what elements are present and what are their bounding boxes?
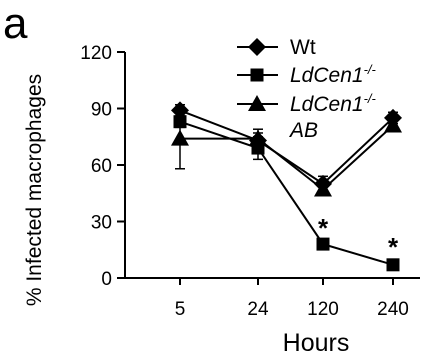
- series-diamond: [171, 101, 402, 193]
- panel-letter: a: [3, 0, 28, 48]
- series-line: [179, 120, 394, 266]
- legend-item: Wt: [237, 36, 316, 59]
- legend: Wt LdCen1-/- LdCen1-/- AB: [237, 36, 377, 142]
- annotations: **: [318, 213, 399, 262]
- x-tick-label: 5: [175, 299, 186, 320]
- series-layer: [171, 101, 402, 272]
- data-point: [249, 129, 267, 146]
- legend-marker: [248, 95, 266, 111]
- legend-marker: [250, 68, 264, 82]
- y-tick-label: 60: [91, 156, 112, 177]
- legend-item: LdCen1-/-: [237, 62, 377, 87]
- data-point: [384, 116, 402, 133]
- legend-marker: [248, 38, 266, 56]
- series-line: [180, 124, 394, 191]
- y-tick-label: 30: [91, 213, 112, 234]
- x-ticks: 5 24 120 240: [175, 278, 409, 320]
- y-tick-label: 0: [101, 269, 112, 290]
- series-line: [179, 109, 394, 186]
- legend-label: LdCen1-/-: [290, 62, 377, 87]
- data-point: [171, 129, 189, 146]
- legend-label: Wt: [290, 36, 316, 59]
- x-tick-label: 240: [377, 299, 409, 320]
- data-point: [314, 180, 332, 197]
- data-point: [386, 258, 400, 272]
- legend-label-line2: AB: [288, 119, 318, 142]
- y-tick-label: 120: [80, 43, 112, 64]
- x-tick-label: 24: [247, 299, 269, 320]
- y-tick-label: 90: [91, 100, 112, 121]
- significance-star: *: [388, 232, 399, 262]
- y-ticks: 0 30 60 90 120: [80, 43, 125, 290]
- data-point: [316, 237, 330, 251]
- y-axis-title: % Infected macrophages: [23, 74, 46, 306]
- legend-label: LdCen1-/-: [290, 91, 377, 116]
- series-triangle: [171, 107, 402, 197]
- legend-item: LdCen1-/- AB: [237, 91, 377, 142]
- significance-star: *: [318, 213, 329, 243]
- x-axis-title: Hours: [283, 329, 350, 357]
- x-tick-label: 120: [307, 299, 339, 320]
